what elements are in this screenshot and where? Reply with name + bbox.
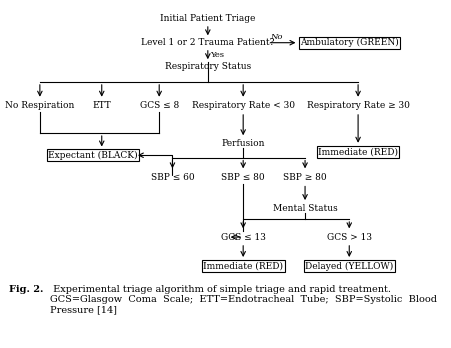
Text: Fig. 2.: Fig. 2. xyxy=(9,285,43,294)
Text: Immediate (RED): Immediate (RED) xyxy=(203,262,283,271)
Text: Perfusion: Perfusion xyxy=(221,139,265,148)
Text: Ambulatory (GREEN): Ambulatory (GREEN) xyxy=(300,38,399,47)
Text: Delayed (YELLOW): Delayed (YELLOW) xyxy=(305,261,393,271)
Text: ETT: ETT xyxy=(92,101,111,110)
Text: SBP ≥ 80: SBP ≥ 80 xyxy=(283,173,327,182)
Text: No: No xyxy=(270,33,282,41)
Text: Respiratory Rate ≥ 30: Respiratory Rate ≥ 30 xyxy=(307,101,410,110)
Text: GCS ≤ 8: GCS ≤ 8 xyxy=(139,101,179,110)
Text: No Respiration: No Respiration xyxy=(5,101,74,110)
Text: Yes: Yes xyxy=(210,51,224,58)
Text: Experimental triage algorithm of simple triage and rapid treatment.
GCS=Glasgow : Experimental triage algorithm of simple … xyxy=(50,285,437,315)
Text: Respiratory Rate < 30: Respiratory Rate < 30 xyxy=(192,101,295,110)
Text: Respiratory Status: Respiratory Status xyxy=(165,62,251,71)
Text: Expectant (BLACK): Expectant (BLACK) xyxy=(48,151,138,160)
Text: Mental Status: Mental Status xyxy=(273,204,337,213)
Text: Immediate (RED): Immediate (RED) xyxy=(318,147,398,156)
Text: GCS > 13: GCS > 13 xyxy=(327,232,372,242)
Text: Level 1 or 2 Trauma Patient?: Level 1 or 2 Trauma Patient? xyxy=(141,38,275,47)
Text: Initial Patient Triage: Initial Patient Triage xyxy=(160,14,256,23)
Text: SBP ≤ 60: SBP ≤ 60 xyxy=(151,173,194,182)
Text: GCS ≤ 13: GCS ≤ 13 xyxy=(221,232,266,242)
Text: SBP ≤ 80: SBP ≤ 80 xyxy=(221,173,265,182)
